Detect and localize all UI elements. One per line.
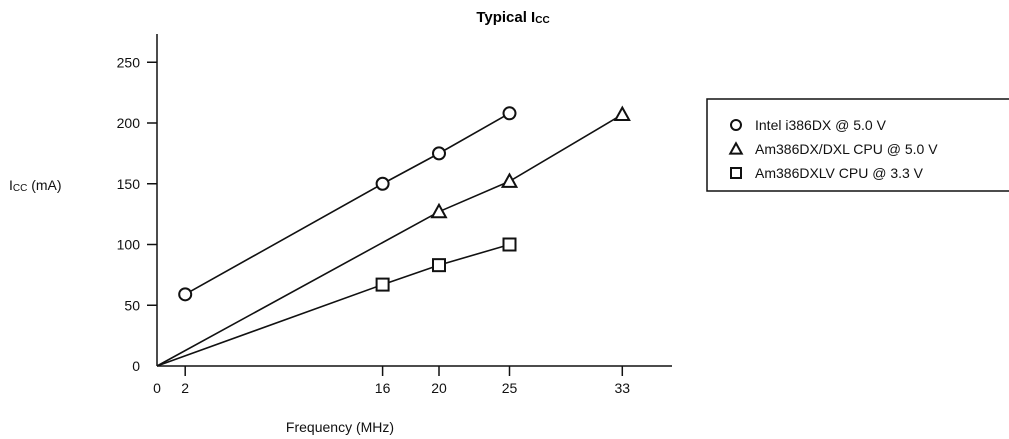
legend: Intel i386DX @ 5.0 V Am386DX/DXL CPU @ 5.… [706, 98, 1009, 192]
y-tick-label: 100 [117, 237, 141, 253]
series-line-circle [184, 112, 510, 296]
series-lines [156, 112, 623, 367]
data-point-triangle [430, 202, 448, 219]
x-tick-label: 25 [502, 380, 518, 396]
data-point-square [502, 237, 517, 252]
legend-box [706, 98, 1009, 192]
chart-title: Typical ICC [476, 9, 549, 26]
data-point-circle [502, 106, 517, 121]
x-tick-label: 0 [153, 380, 161, 396]
data-point-square [375, 277, 390, 292]
legend-label: Intel i386DX @ 5.0 V [755, 117, 887, 133]
data-point-square [432, 258, 446, 273]
y-tick-label: 200 [117, 115, 141, 131]
y-tick-label: 250 [117, 54, 141, 70]
data-point-circle [375, 176, 390, 191]
data-point-circle [178, 287, 193, 302]
series-line-triangle [156, 113, 623, 367]
x-tick-label: 2 [181, 380, 189, 396]
legend-items: Intel i386DX @ 5.0 V Am386DX/DXL CPU @ 5.… [728, 117, 938, 181]
y-axis-label: ICC (mA) [9, 177, 62, 194]
data-point-triangle [613, 105, 631, 122]
y-ticks: 0 50 100 150 200 250 [117, 54, 157, 374]
x-ticks: 0 2 16 20 25 33 [153, 366, 630, 396]
data-point-triangle [500, 172, 519, 188]
axes [156, 34, 672, 367]
x-tick-label: 20 [431, 380, 447, 396]
y-tick-label: 0 [132, 358, 140, 374]
series-line-square [156, 243, 510, 367]
legend-label: Am386DX/DXL CPU @ 5.0 V [755, 141, 938, 157]
x-tick-label: 33 [615, 380, 631, 396]
x-tick-label: 16 [375, 380, 391, 396]
legend-marker-circle [730, 119, 742, 131]
series-markers [178, 105, 631, 302]
data-point-circle [432, 146, 446, 161]
x-axis-label: Frequency (MHz) [286, 419, 394, 435]
legend-marker-triangle [728, 141, 744, 155]
y-tick-label: 50 [124, 297, 140, 313]
legend-marker-square [730, 167, 742, 179]
y-tick-label: 150 [117, 176, 141, 192]
legend-label: Am386DXLV CPU @ 3.3 V [755, 165, 924, 181]
